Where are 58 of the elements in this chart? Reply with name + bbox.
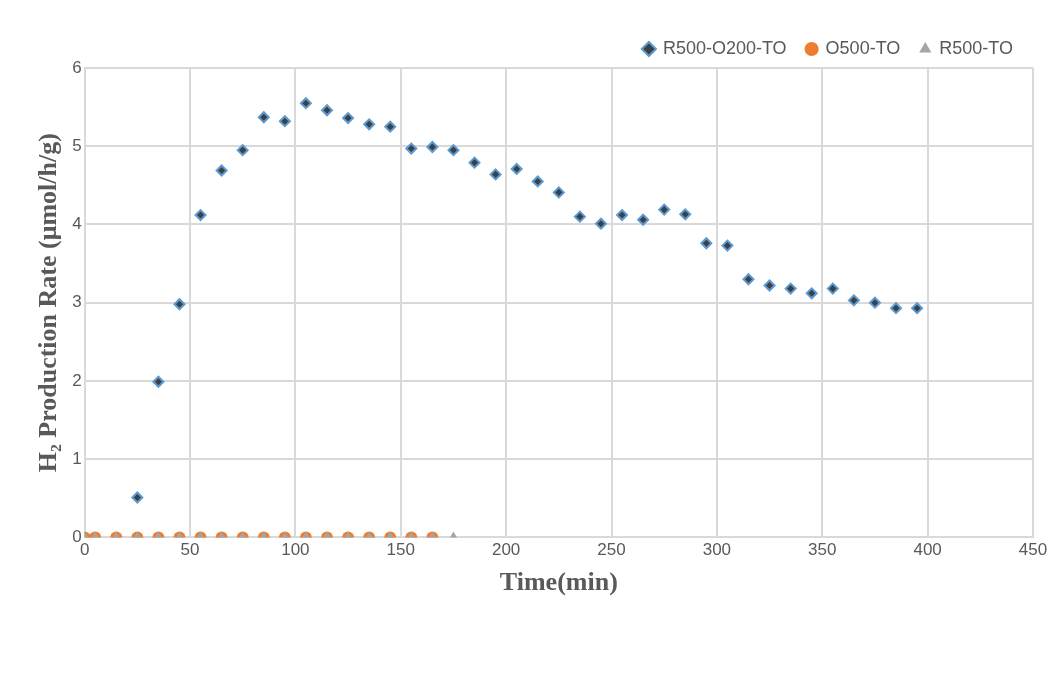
point [342,112,355,125]
x-tick-label: 100 [281,540,310,560]
y-tick-label: 4 [72,214,82,234]
point [826,282,839,295]
point [173,298,186,311]
legend-label: R500-TO [939,37,1014,58]
point [426,141,439,154]
x-axis-title: Time(min) [499,567,618,597]
point [384,120,397,133]
point [552,186,565,199]
y-tick-label: 0 [72,527,82,547]
point [911,302,924,315]
x-tick-label: 250 [597,540,626,560]
point [679,208,692,221]
point [405,142,418,155]
point [321,104,334,117]
y-tick-label: 5 [72,135,82,155]
x-tick-label: 350 [808,540,837,560]
point [278,115,291,128]
point [236,144,249,157]
legend-label: O500-TO [825,37,901,58]
point [637,213,650,226]
x-tick-label: 450 [1018,540,1048,560]
point [510,162,523,175]
x-tick-label: 400 [913,540,942,560]
point [531,175,544,188]
point [573,210,586,223]
point [363,118,376,131]
x-tick-label: 50 [180,540,200,560]
point [489,168,502,181]
y-tick-label: 1 [72,448,82,468]
point [784,282,797,295]
x-tick-label: 150 [386,540,415,560]
point [447,144,460,157]
point [299,97,312,110]
point [468,156,481,169]
point [847,294,860,307]
y-tick-label: 3 [72,292,82,312]
y-axis-title: H₂ Production Rate (μmol/h/g) [33,133,63,473]
point [700,237,713,250]
point [742,273,755,286]
y-tick-label: 6 [72,57,82,77]
point [890,302,903,315]
y-tick-label: 2 [72,370,82,390]
point [152,375,165,388]
legend-label: R500-O200-TO [662,37,787,58]
x-tick-label: 300 [702,540,732,560]
point [805,287,818,300]
point [658,203,671,216]
point [616,209,629,222]
point [194,209,207,222]
point [594,217,607,230]
x-tick-label: 200 [491,540,521,560]
point [721,239,734,252]
point [763,279,776,292]
point [257,111,270,124]
point [215,164,228,177]
point [868,296,881,309]
